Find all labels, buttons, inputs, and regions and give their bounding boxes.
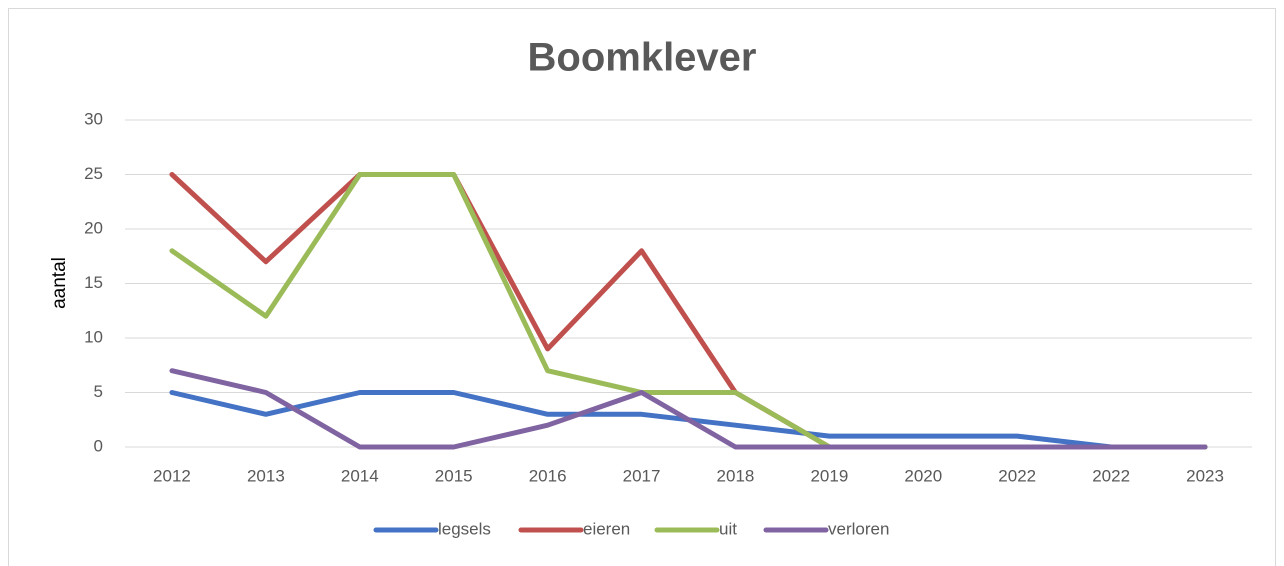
x-tick-label: 2017 [623,466,661,485]
x-tick-label: 2018 [717,466,755,485]
x-tick-label: 2013 [247,466,285,485]
y-tick-label: 10 [84,327,103,346]
y-tick-label: 20 [84,218,103,237]
legend-label: eieren [583,519,630,538]
y-tick-label: 30 [84,109,103,128]
x-tick-label: 2012 [153,466,191,485]
legend-label: verloren [828,519,889,538]
x-tick-label: 2016 [529,466,567,485]
x-tick-label: 2015 [435,466,473,485]
series-line [169,368,1208,450]
x-tick-label: 2020 [904,466,942,485]
y-tick-label: 0 [94,436,103,455]
chart-frame [8,8,1276,566]
legend-label: uit [719,519,737,538]
x-tick-label: 2023 [1186,466,1224,485]
chart-title: Boomklever [528,36,757,80]
x-tick-label: 2022 [998,466,1036,485]
x-tick-label: 2019 [810,466,848,485]
x-tick-label: 2014 [341,466,379,485]
y-tick-label: 25 [84,164,103,183]
y-tick-label: 5 [94,382,103,401]
x-tick-label: 2022 [1092,466,1130,485]
y-axis-label: aantal [49,257,70,309]
y-tick-label: 15 [84,273,103,292]
legend-label: legsels [438,519,491,538]
